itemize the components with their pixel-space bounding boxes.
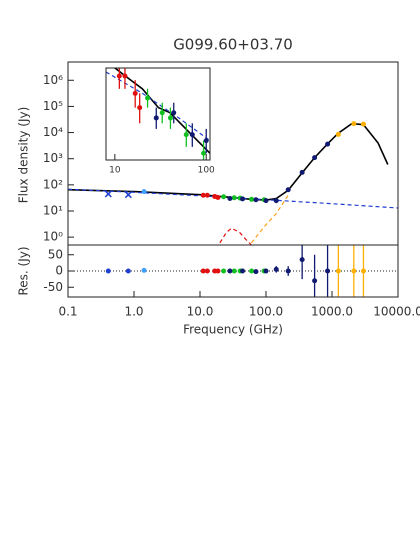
data-point bbox=[312, 155, 318, 161]
chart-title: G099.60+03.70 bbox=[173, 36, 293, 54]
data-point bbox=[141, 267, 147, 273]
y-tick-label: 10⁵ bbox=[43, 99, 63, 113]
data-point bbox=[263, 268, 269, 274]
data-point bbox=[104, 190, 112, 198]
data-point bbox=[299, 169, 305, 175]
x-tick-label: 0.1 bbox=[58, 305, 77, 319]
data-point bbox=[253, 197, 259, 203]
y-tick-label: 10⁴ bbox=[43, 125, 63, 139]
x-tick-label: 10 bbox=[109, 166, 121, 176]
plot-area bbox=[68, 245, 398, 297]
data-point bbox=[105, 268, 111, 274]
data-point bbox=[153, 115, 159, 121]
data-point bbox=[253, 269, 259, 275]
data-point bbox=[171, 110, 177, 116]
y-axis-label: Flux density (Jy) bbox=[17, 107, 31, 204]
data-point bbox=[231, 195, 237, 201]
y-tick-label: 10⁰ bbox=[43, 230, 63, 244]
data-point bbox=[215, 268, 221, 274]
plot-area bbox=[106, 68, 210, 160]
data-point bbox=[201, 150, 207, 156]
data-point bbox=[137, 105, 143, 111]
x-tick-label: 10.0 bbox=[187, 305, 214, 319]
y-tick-label: -50 bbox=[43, 280, 63, 294]
data-point bbox=[299, 257, 305, 263]
data-point bbox=[273, 198, 279, 204]
data-point bbox=[122, 73, 128, 79]
y-tick-label: 10⁶ bbox=[43, 73, 63, 87]
data-point bbox=[200, 268, 206, 274]
data-point bbox=[125, 268, 131, 274]
data-point bbox=[285, 187, 291, 193]
data-point bbox=[325, 268, 331, 274]
data-point bbox=[221, 268, 227, 274]
axes-frame bbox=[67, 244, 399, 298]
data-point bbox=[132, 90, 138, 96]
y-tick-label: 10² bbox=[43, 177, 63, 191]
y-tick-label: 0 bbox=[55, 264, 63, 278]
data-point bbox=[204, 192, 210, 198]
plot-area bbox=[68, 121, 398, 245]
data-point bbox=[240, 268, 246, 274]
x-tick-label: 10000.0 bbox=[373, 305, 420, 319]
data-point bbox=[312, 278, 318, 284]
data-point bbox=[231, 268, 237, 274]
x-tick-label: 100.0 bbox=[249, 305, 283, 319]
data-point bbox=[183, 132, 189, 138]
model-line bbox=[250, 194, 289, 244]
data-point bbox=[215, 194, 221, 200]
data-point bbox=[351, 121, 357, 127]
data-point bbox=[141, 189, 147, 195]
data-point bbox=[263, 198, 269, 204]
data-point bbox=[116, 73, 122, 79]
x-axis-label: Frequency (GHz) bbox=[183, 323, 283, 337]
x-tick-label: 100 bbox=[198, 166, 215, 176]
model-line bbox=[219, 227, 252, 245]
model-line bbox=[106, 71, 210, 142]
data-point bbox=[204, 268, 210, 274]
model-line bbox=[68, 188, 398, 209]
y-axis-label: Res. (Jy) bbox=[17, 246, 31, 295]
data-point bbox=[351, 268, 357, 274]
data-point bbox=[203, 138, 209, 144]
data-point bbox=[285, 268, 291, 274]
axes-frame bbox=[105, 67, 211, 161]
data-point bbox=[249, 196, 255, 202]
data-point bbox=[335, 268, 341, 274]
inset-background bbox=[106, 68, 210, 160]
data-point bbox=[145, 95, 151, 101]
y-tick-label: 50 bbox=[48, 247, 63, 261]
data-point bbox=[227, 196, 233, 202]
data-point bbox=[221, 194, 227, 200]
y-tick-label: 10¹ bbox=[43, 203, 63, 217]
data-point bbox=[249, 268, 255, 274]
data-point bbox=[200, 192, 206, 198]
data-point bbox=[325, 141, 331, 147]
data-point bbox=[167, 115, 173, 121]
data-point bbox=[360, 268, 366, 274]
x-tick-label: 1.0 bbox=[124, 305, 143, 319]
data-point bbox=[273, 266, 279, 272]
data-point bbox=[124, 191, 132, 199]
data-point bbox=[189, 132, 195, 138]
data-point bbox=[360, 121, 366, 127]
data-point bbox=[335, 131, 341, 137]
x-tick-label: 1000.0 bbox=[311, 305, 353, 319]
data-point bbox=[159, 110, 165, 116]
data-point bbox=[240, 196, 246, 202]
data-point bbox=[227, 268, 233, 274]
y-tick-label: 10³ bbox=[43, 151, 63, 165]
